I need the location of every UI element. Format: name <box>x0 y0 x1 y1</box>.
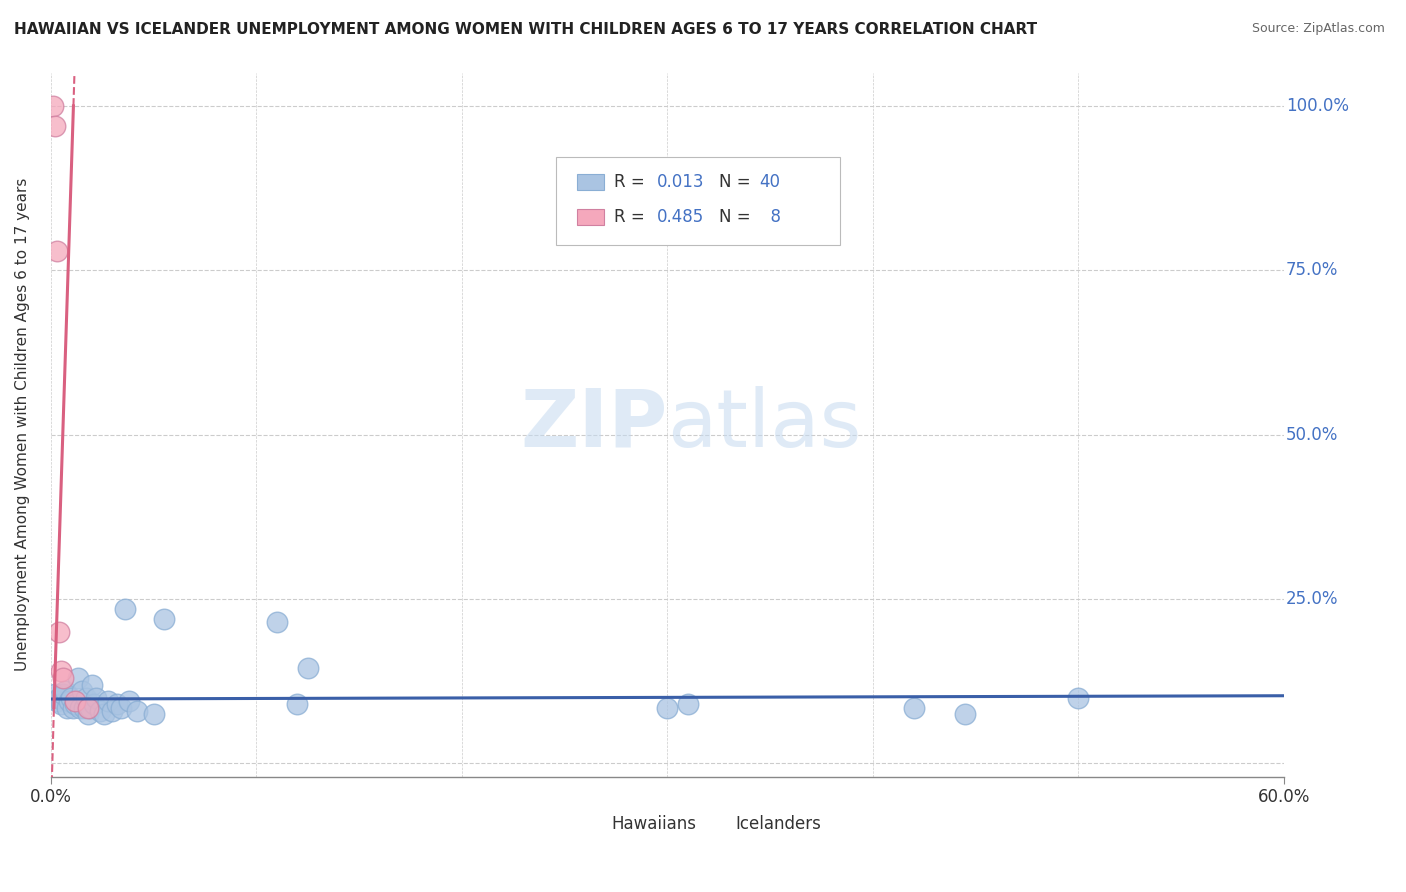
Point <box>79 700 101 714</box>
Point <box>76 700 98 714</box>
Point <box>97 694 120 708</box>
Text: N =: N = <box>718 173 756 191</box>
Point <box>65 694 87 708</box>
Point <box>44 688 66 702</box>
Text: N =: N = <box>718 208 756 227</box>
Point <box>80 677 103 691</box>
Point <box>76 707 98 722</box>
Point <box>66 671 89 685</box>
Point <box>46 694 69 708</box>
Point <box>127 704 149 718</box>
Point <box>46 244 69 258</box>
Bar <box>578 174 605 190</box>
Text: atlas: atlas <box>668 386 862 464</box>
Point <box>903 700 925 714</box>
Point <box>42 99 65 113</box>
Point <box>44 119 66 133</box>
Point <box>1067 690 1090 705</box>
Point <box>70 684 93 698</box>
Point <box>287 698 309 712</box>
Point <box>153 612 176 626</box>
Point <box>75 690 97 705</box>
Point <box>89 704 111 718</box>
Point <box>65 698 87 712</box>
Text: 75.0%: 75.0% <box>1286 261 1339 279</box>
Point <box>56 700 79 714</box>
Point <box>52 688 75 702</box>
Point <box>83 698 105 712</box>
Point <box>105 698 128 712</box>
Point <box>52 671 75 685</box>
Text: R =: R = <box>614 173 650 191</box>
Bar <box>689 807 727 824</box>
Text: 0.485: 0.485 <box>658 208 704 227</box>
Point <box>657 700 679 714</box>
Point <box>953 707 976 722</box>
Point <box>676 698 699 712</box>
Point <box>118 694 141 708</box>
Text: 100.0%: 100.0% <box>1286 97 1350 115</box>
Point <box>297 661 319 675</box>
Text: 25.0%: 25.0% <box>1286 591 1339 608</box>
Point <box>266 615 288 629</box>
Point <box>48 624 70 639</box>
Text: 8: 8 <box>759 208 780 227</box>
Text: Icelanders: Icelanders <box>735 815 821 833</box>
Point <box>73 700 96 714</box>
Point <box>101 704 124 718</box>
Point <box>110 700 132 714</box>
Point <box>49 698 72 712</box>
FancyBboxPatch shape <box>557 157 839 245</box>
Point <box>93 707 115 722</box>
Text: R =: R = <box>614 208 650 227</box>
Point <box>114 602 136 616</box>
Point <box>48 690 70 705</box>
Point <box>69 700 91 714</box>
Text: ZIP: ZIP <box>520 386 668 464</box>
Point <box>60 690 83 705</box>
Text: Source: ZipAtlas.com: Source: ZipAtlas.com <box>1251 22 1385 36</box>
Point <box>62 700 84 714</box>
Point <box>84 690 107 705</box>
Text: 0.013: 0.013 <box>658 173 704 191</box>
Y-axis label: Unemployment Among Women with Children Ages 6 to 17 years: Unemployment Among Women with Children A… <box>15 178 30 672</box>
Text: Hawaiians: Hawaiians <box>612 815 697 833</box>
Point <box>49 665 72 679</box>
Bar <box>578 210 605 225</box>
Point <box>53 684 76 698</box>
Text: 50.0%: 50.0% <box>1286 425 1339 443</box>
Point <box>142 707 165 722</box>
Text: 40: 40 <box>759 173 780 191</box>
Text: HAWAIIAN VS ICELANDER UNEMPLOYMENT AMONG WOMEN WITH CHILDREN AGES 6 TO 17 YEARS : HAWAIIAN VS ICELANDER UNEMPLOYMENT AMONG… <box>14 22 1038 37</box>
Point <box>58 694 80 708</box>
Bar <box>562 807 599 824</box>
